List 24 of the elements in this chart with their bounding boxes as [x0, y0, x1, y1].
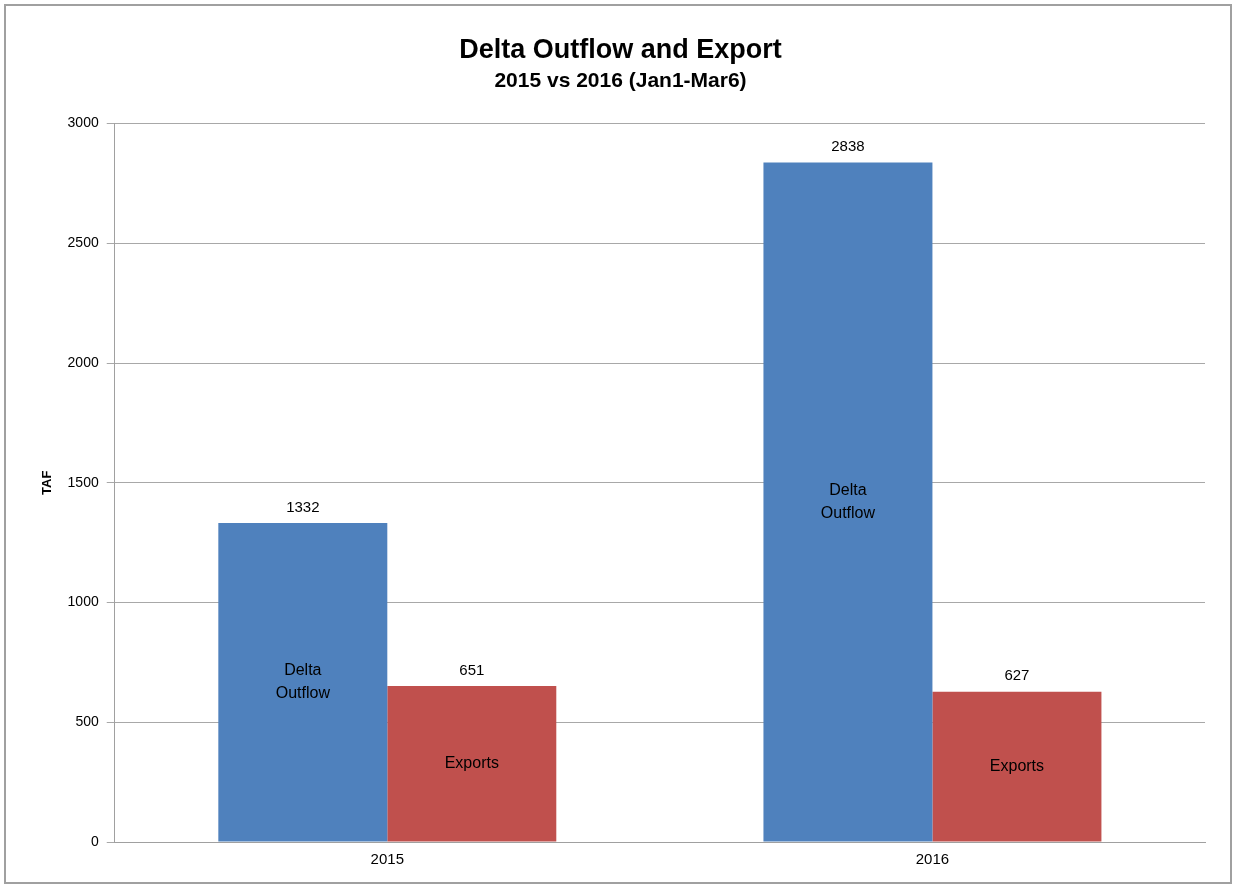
x-tick-label: 2015 — [370, 850, 404, 868]
y-tick-label: 1500 — [67, 473, 99, 490]
series-label: Exports — [989, 757, 1045, 775]
bar — [763, 162, 933, 842]
data-label: 651 — [459, 660, 485, 678]
x-tick-label: 2016 — [915, 850, 950, 868]
text: Exports — [444, 754, 499, 772]
y-tick-label: 2000 — [67, 353, 99, 370]
y-tick-label: 1000 — [67, 593, 99, 610]
data-label: 627 — [1004, 666, 1030, 684]
chart-subtitle: 2015 vs 2016 (Jan1-Mar6) — [494, 67, 747, 91]
y-tick-label: 500 — [75, 713, 99, 730]
text: Delta Outflow — [820, 480, 876, 521]
bar — [218, 523, 388, 842]
bar — [387, 686, 557, 842]
data-label: 1332 — [286, 497, 320, 515]
y-tick-label: 0 — [90, 832, 99, 849]
y-tick-label: 3000 — [67, 114, 99, 131]
data-label: 2838 — [831, 137, 865, 155]
y-tick-label: 2500 — [67, 234, 99, 251]
y-axis-title: TAF — [39, 470, 55, 495]
bar — [932, 691, 1102, 842]
chart-title: Delta Outflow and Export — [459, 33, 782, 64]
series-label: Delta Outflow — [275, 661, 331, 702]
